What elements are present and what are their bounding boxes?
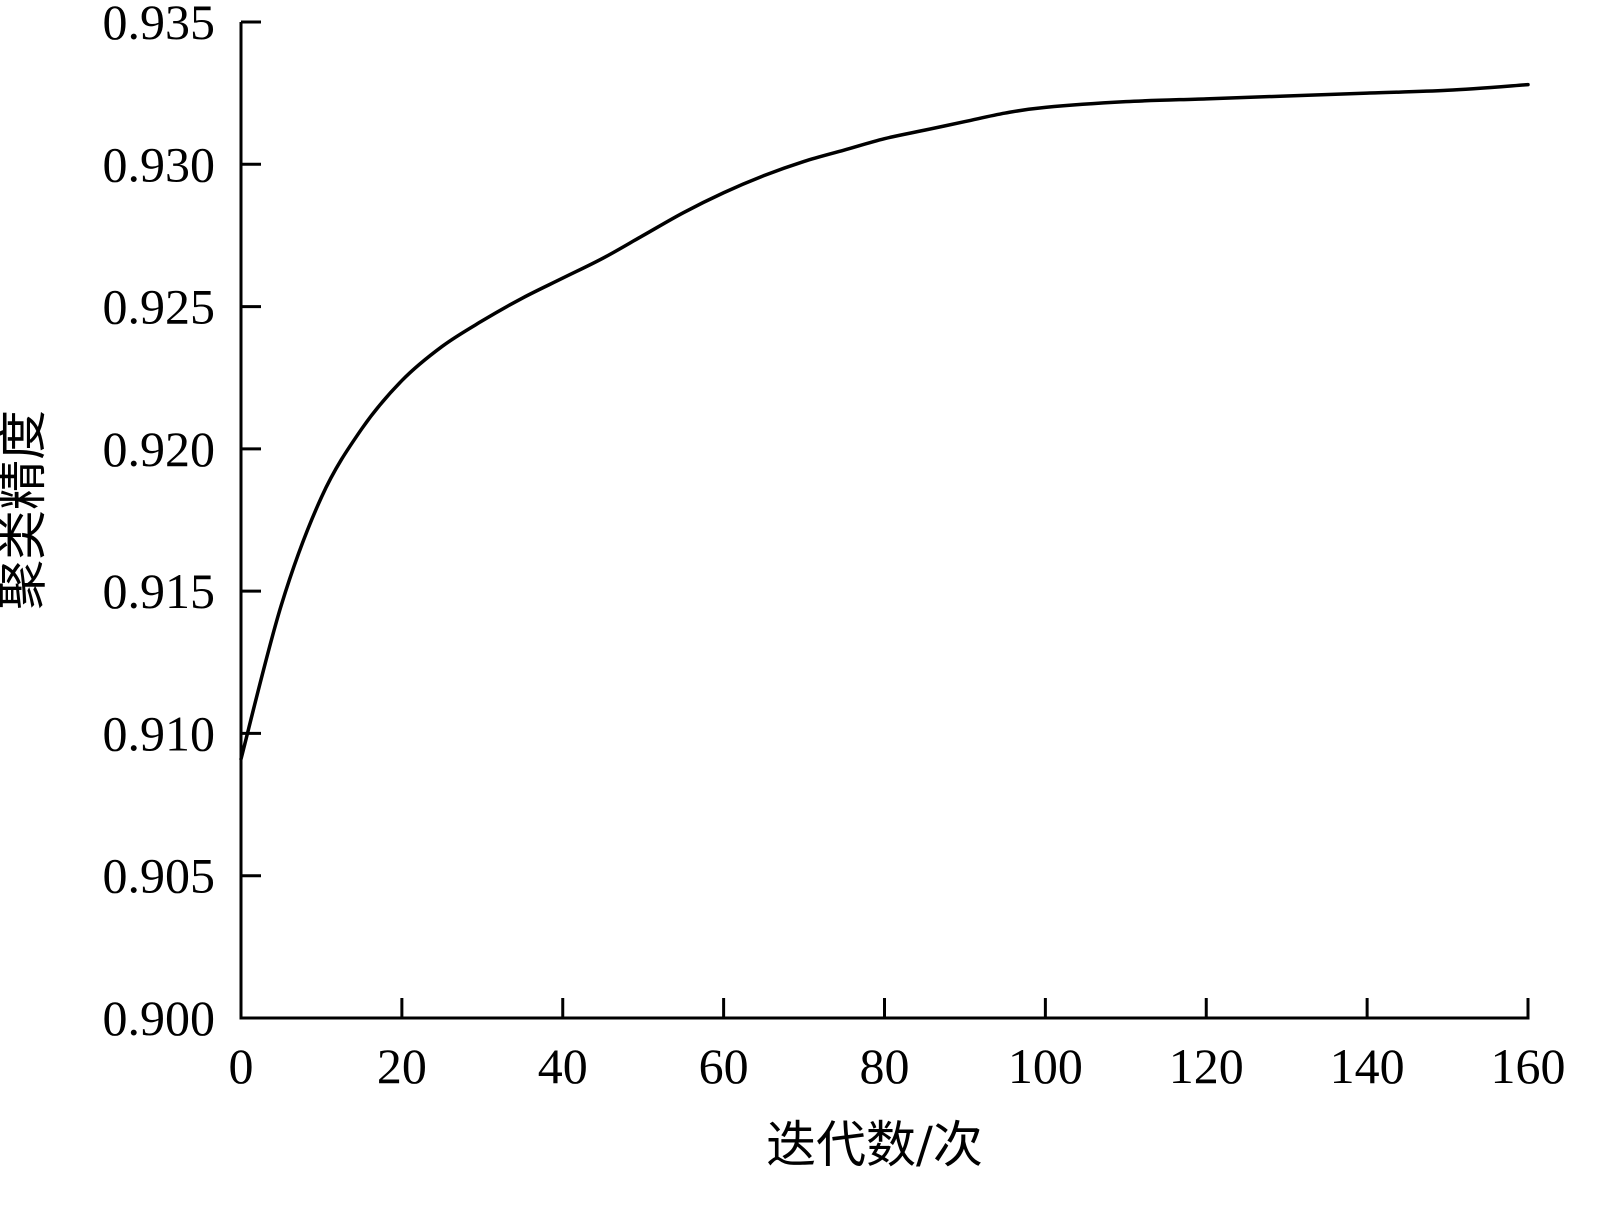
y-tick-label: 0.925	[103, 279, 216, 335]
y-ticks: 0.900 0.905 0.910 0.915 0.920 0.925 0.930 0.935	[103, 0, 261, 1046]
x-tick-label: 60	[699, 1038, 749, 1094]
x-ticks: 0 20 40 60 80 100 120 140 160	[229, 998, 1566, 1094]
x-tick-label: 160	[1491, 1038, 1566, 1094]
series-line	[239, 82, 1530, 761]
y-tick-label: 0.905	[103, 848, 216, 904]
y-tick-label: 0.900	[103, 990, 216, 1046]
y-tick-label: 0.930	[103, 136, 216, 192]
x-tick-label: 100	[1008, 1038, 1083, 1094]
x-tick-label: 20	[377, 1038, 427, 1094]
x-tick-label: 40	[538, 1038, 588, 1094]
y-tick-label: 0.920	[103, 421, 216, 477]
series-group	[239, 82, 1530, 761]
x-tick-label: 120	[1169, 1038, 1244, 1094]
y-tick-label: 0.910	[103, 705, 216, 761]
x-tick-label: 80	[860, 1038, 910, 1094]
x-tick-label: 140	[1330, 1038, 1405, 1094]
y-tick-label: 0.935	[103, 0, 216, 50]
y-tick-label: 0.915	[103, 563, 216, 619]
axes	[239, 22, 1530, 1020]
x-tick-label: 0	[229, 1038, 254, 1094]
x-axis-title: 迭代数/次	[766, 1116, 983, 1174]
y-axis-title: 聚类精度	[0, 410, 52, 610]
